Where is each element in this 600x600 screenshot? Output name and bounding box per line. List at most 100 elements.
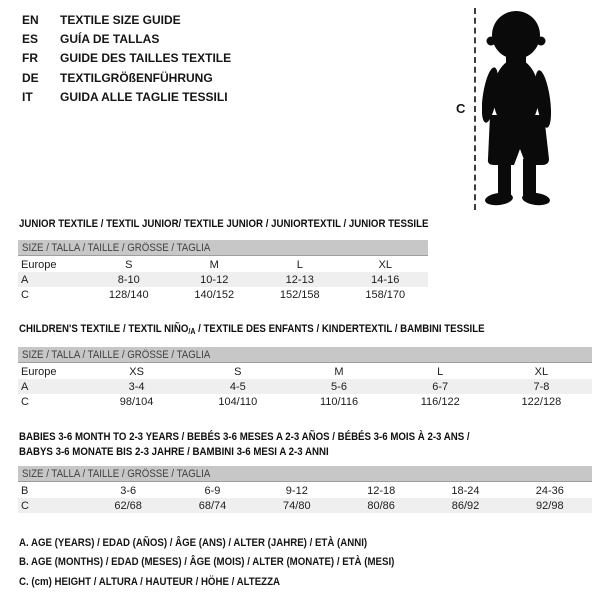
legend-notes: A. AGE (YEARS) / EDAD (AÑOS) / ÂGE (ANS)… (19, 533, 446, 592)
table-cell: 18-24 (451, 484, 480, 497)
row-label: Europe (21, 365, 57, 378)
table-cell: 80/86 (367, 499, 395, 512)
lang-code: DE (22, 70, 39, 85)
table-cell: 104/110 (218, 395, 258, 408)
size-header-bar-children: SIZE / TALLA / TAILLE / GRÖSSE / TAGLIA (18, 347, 592, 363)
table-cell: 152/158 (279, 288, 320, 301)
table-cell: 6-9 (204, 484, 221, 497)
table-cell: 74/80 (283, 499, 311, 512)
baby-silhouette-icon (482, 11, 552, 206)
lang-title: GUIDE DES TAILLES TEXTILE (60, 51, 232, 66)
lang-code: IT (22, 90, 33, 105)
title-part: / TEXTILE DES ENFANTS / KINDERTEXTIL / B… (195, 323, 485, 335)
note-line-a: A. AGE (YEARS) / EDAD (AÑOS) / ÂGE (ANS)… (19, 533, 446, 553)
table-row: Europe S M L XL (18, 257, 428, 272)
section-title-babies: BABIES 3-6 MONTH TO 2-3 YEARS / BEBÉS 3-… (19, 430, 531, 460)
section-title-text: JUNIOR TEXTILE / TEXTIL JUNIOR/ TEXTILE … (19, 218, 429, 230)
table-cell: 14-16 (371, 273, 400, 286)
table-row: Europe XS S M L XL (18, 364, 592, 379)
row-label: C (21, 288, 29, 301)
table-cell: 12-13 (285, 273, 314, 286)
table-row: C 98/104 104/110 110/116 116/122 122/128 (18, 394, 592, 409)
lang-row-fr: FR GUIDE DES TAILLES TEXTILE (22, 49, 231, 68)
table-row: B 3-6 6-9 9-12 12-18 18-24 24-36 (18, 483, 592, 498)
note-text: C. (cm) HEIGHT / ALTURA / HAUTEUR / HÖHE… (19, 575, 281, 588)
table-cell: 3-4 (128, 380, 145, 393)
table-cell: XL (378, 258, 392, 271)
note-line-c: C. (cm) HEIGHT / ALTURA / HAUTEUR / HÖHE… (19, 572, 446, 592)
lang-title: TEXTILGRÖßENFÜHRUNG (60, 70, 213, 85)
lang-code: EN (22, 12, 39, 27)
table-cell: S (234, 365, 242, 378)
height-measure-dashed-line (474, 8, 476, 210)
table-row: C 62/68 68/74 74/80 80/86 86/92 92/98 (18, 498, 592, 513)
lang-code: FR (22, 51, 38, 66)
table-cell: 24-36 (535, 484, 564, 497)
title-part: CHILDREN'S TEXTILE / TEXTIL NIÑO (19, 323, 189, 335)
table-cell: 116/122 (420, 395, 460, 408)
table-cell: 86/92 (451, 499, 480, 512)
table-row: A 8-10 10-12 12-13 14-16 (18, 272, 428, 287)
table-cell: S (125, 258, 133, 271)
table-cell: 8-10 (117, 273, 140, 286)
row-label: C (21, 499, 29, 512)
section-title-text: CHILDREN'S TEXTILE / TEXTIL NIÑO/A / TEX… (19, 322, 485, 339)
table-cell: 62/68 (114, 499, 142, 512)
table-cell: M (209, 258, 219, 271)
lang-row-es: ES GUÍA DE TALLAS (22, 29, 231, 48)
size-header-bar-babies: SIZE / TALLA / TAILLE / GRÖSSE / TAGLIA (18, 466, 592, 482)
table-cell: 92/98 (536, 499, 564, 512)
lang-row-it: IT GUIDA ALLE TAGLIE TESSILI (22, 88, 231, 107)
table-row: A 3-4 4-5 5-6 6-7 7-8 (18, 379, 592, 394)
note-text: A. AGE (YEARS) / EDAD (AÑOS) / ÂGE (ANS)… (19, 536, 368, 549)
table-cell: 3-6 (120, 484, 137, 497)
table-cell: 12-18 (367, 484, 396, 497)
row-label: Europe (21, 258, 57, 271)
table-cell: 128/140 (108, 288, 149, 301)
lang-title: TEXTILE SIZE GUIDE (60, 12, 181, 27)
size-header-bar-junior: SIZE / TALLA / TAILLE / GRÖSSE / TAGLIA (18, 240, 428, 256)
lang-title: GUÍA DE TALLAS (60, 32, 160, 47)
title-subscript: /A (188, 327, 196, 336)
lang-code: ES (22, 32, 39, 47)
lang-row-de: DE TEXTILGRÖßENFÜHRUNG (22, 68, 231, 87)
table-cell: 6-7 (432, 380, 449, 393)
row-label: A (21, 273, 29, 286)
section-title-junior: JUNIOR TEXTILE / TEXTIL JUNIOR/ TEXTILE … (19, 217, 484, 232)
section-title-text: BABIES 3-6 MONTH TO 2-3 YEARS / BEBÉS 3-… (19, 431, 470, 443)
table-cell: XL (534, 365, 549, 378)
size-table-junior: Europe S M L XL A 8-10 10-12 12-13 14-16… (18, 257, 428, 302)
table-cell: 98/104 (119, 395, 154, 408)
row-label: A (21, 380, 29, 393)
note-text: B. AGE (MONTHS) / EDAD (MESES) / ÂGE (MO… (19, 556, 395, 569)
size-header-text: SIZE / TALLA / TAILLE / GRÖSSE / TAGLIA (22, 241, 211, 254)
table-cell: 4-5 (229, 380, 246, 393)
size-table-babies: B 3-6 6-9 9-12 12-18 18-24 24-36 C 62/68… (18, 483, 592, 513)
note-line-b: B. AGE (MONTHS) / EDAD (MESES) / ÂGE (MO… (19, 553, 446, 573)
size-header-text: SIZE / TALLA / TAILLE / GRÖSSE / TAGLIA (22, 467, 211, 480)
table-cell: 5-6 (331, 380, 347, 393)
table-row: C 128/140 140/152 152/158 158/170 (18, 287, 428, 302)
table-cell: 68/74 (198, 499, 227, 512)
language-list: EN TEXTILE SIZE GUIDE ES GUÍA DE TALLAS … (22, 10, 231, 107)
table-cell: 140/152 (194, 288, 235, 301)
table-cell: L (437, 365, 444, 378)
height-measure-label: C (456, 101, 466, 116)
section-title-text: BABYS 3-6 MONATE BIS 2-3 JAHRE / BAMBINI… (19, 446, 329, 458)
size-table-children: Europe XS S M L XL A 3-4 4-5 5-6 6-7 7-8… (18, 364, 592, 409)
size-header-text: SIZE / TALLA / TAILLE / GRÖSSE / TAGLIA (22, 348, 211, 361)
row-label: B (21, 484, 29, 497)
table-cell: L (296, 258, 303, 271)
table-cell: XS (129, 365, 144, 378)
table-cell: 158/170 (365, 288, 406, 301)
title-line: BABIES 3-6 MONTH TO 2-3 YEARS / BEBÉS 3-… (19, 430, 531, 445)
title-line: BABYS 3-6 MONATE BIS 2-3 JAHRE / BAMBINI… (19, 445, 531, 460)
table-cell: 122/128 (521, 395, 562, 408)
table-cell: M (334, 365, 344, 378)
table-cell: 10-12 (200, 273, 229, 286)
table-cell: 7-8 (533, 380, 550, 393)
table-cell: 9-12 (285, 484, 308, 497)
row-label: C (21, 395, 29, 408)
lang-title: GUIDA ALLE TAGLIE TESSILI (60, 90, 228, 105)
